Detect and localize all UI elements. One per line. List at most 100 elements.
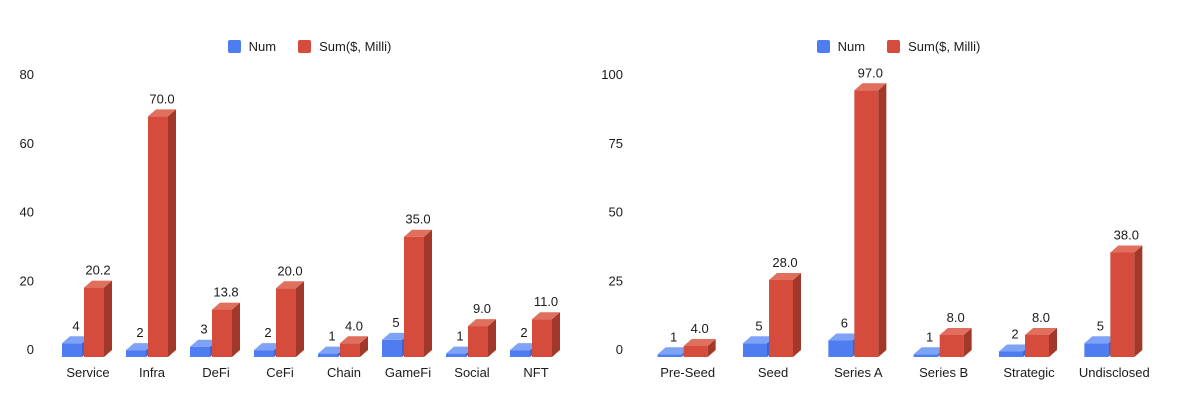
num-bar-seed-front-face [743, 343, 767, 357]
sum-bar-service-side-face [104, 280, 112, 357]
category-label-series-a: Series A [834, 365, 883, 380]
sum-bar-strategic-front-face [1025, 335, 1049, 357]
sum-value-label-gamefi: 35.0 [405, 212, 430, 227]
y-axis-tick-label-25: 25 [609, 273, 623, 288]
num-bar-service-top-face [62, 336, 90, 344]
bar-chart-by-sector: 0 20 40 60 80 4 20.2 Service 2 70.0 Infra 3 13.8 DeFi… [20, 67, 560, 380]
sum-bar-undisclosed-top-face [1110, 245, 1143, 253]
num-bar-cefi-front-face [254, 350, 274, 357]
num-value-label-pre-seed: 1 [670, 329, 677, 344]
num-bar-chain-front-face [318, 353, 338, 357]
sum-bar-pre-seed-top-face [683, 339, 716, 346]
category-label-defi: DeFi [202, 365, 230, 380]
num-bar-infra-front-face [126, 350, 146, 357]
category-label-seed: Seed [758, 365, 788, 380]
sum-value-label-seed: 28.0 [772, 255, 797, 270]
sum-bar-seed-side-face [793, 273, 801, 357]
category-label-service: Service [66, 365, 109, 380]
num-bar-pre-seed-front-face [657, 354, 682, 357]
num-bar-cefi-top-face [254, 343, 282, 351]
bar-chart-by-round: 025507510014.0Pre-Seed528.0Seed697.0Seri… [601, 65, 1150, 380]
num-bar-series-a-top-face [828, 333, 861, 341]
sum-bar-seed-front-face [769, 280, 793, 357]
num-value-label-series-a: 6 [841, 316, 848, 331]
sum-value-label-cefi: 20.0 [277, 263, 302, 278]
sum-bar-series-b-side-face [963, 328, 972, 357]
sum-bar-series-a-side-face [878, 83, 887, 357]
num-bar-defi-top-face [190, 339, 218, 347]
sum-value-label-social: 9.0 [473, 301, 491, 316]
num-bar-nft-top-face [510, 343, 538, 351]
num-bar-pre-seed-top-face [657, 347, 690, 355]
chart-panel-by-round: Num Sum($, Milli) 0 25 50 75 100 1 4.0 Pre-Seed… [589, 0, 1178, 414]
category-label-series-b: Series B [919, 365, 968, 380]
category-label-undisclosed: Undisclosed [1079, 365, 1150, 380]
sum-bar-undisclosed-front-face [1110, 252, 1135, 357]
num-bar-service-front-face [62, 343, 82, 357]
y-axis-tick-label-80: 80 [20, 67, 34, 82]
sum-bar-infra-side-face [168, 109, 176, 357]
num-value-label-seed: 5 [755, 318, 762, 333]
y-axis-tick-label-100: 100 [601, 67, 623, 82]
num-value-label-undisclosed: 5 [1097, 318, 1104, 333]
sum-bar-chain-top-face [340, 336, 368, 344]
sum-bar-social-top-face [468, 319, 496, 327]
num-bar-series-a-front-face [828, 340, 853, 357]
sum-bar-defi-top-face [212, 302, 240, 310]
num-bar-undisclosed-front-face [1084, 343, 1109, 357]
num-bar-seed-top-face [743, 336, 775, 344]
sum-value-label-undisclosed: 38.0 [1114, 228, 1139, 243]
sum-bar-gamefi-side-face [424, 229, 432, 357]
sum-bar-chain-side-face [360, 336, 368, 357]
sum-bar-pre-seed-side-face [707, 339, 716, 357]
num-bar-strategic-top-face [999, 344, 1031, 352]
sum-bar-infra-front-face [148, 116, 168, 357]
sum-bar-service-front-face [84, 287, 104, 357]
sum-bar-gamefi-front-face [404, 236, 424, 357]
sum-bar-nft-top-face [532, 312, 560, 320]
sum-value-label-chain: 4.0 [345, 318, 363, 333]
sum-value-label-defi: 13.8 [213, 285, 238, 300]
y-axis-tick-label-60: 60 [20, 136, 34, 151]
sum-bar-social-front-face [468, 326, 488, 357]
sum-bar-defi-front-face [212, 309, 232, 357]
sum-bar-strategic-top-face [1025, 328, 1057, 335]
num-value-label-gamefi: 5 [392, 315, 399, 330]
num-bar-series-b-top-face [913, 347, 946, 355]
num-value-label-strategic: 2 [1011, 327, 1018, 342]
sum-bar-nft-side-face [552, 312, 560, 357]
y-axis-tick-label-40: 40 [20, 205, 34, 220]
num-bar-series-b-front-face [913, 354, 938, 357]
y-axis-tick-label-50: 50 [609, 205, 623, 220]
y-axis-tick-label-0: 0 [27, 342, 34, 357]
category-label-nft: NFT [523, 365, 548, 380]
sum-bar-cefi-side-face [296, 281, 304, 357]
sum-bar-series-b-front-face [939, 335, 964, 357]
num-value-label-chain: 1 [328, 329, 335, 344]
sum-bar-chain-front-face [340, 343, 360, 357]
sum-bar-nft-front-face [532, 319, 552, 357]
chart-panel-by-sector: Num Sum($, Milli) 0 20 40 60 80 4 20.2 Service 2… [20, 40, 560, 380]
num-value-label-defi: 3 [200, 322, 207, 337]
sum-bar-series-a-front-face [854, 90, 879, 357]
sum-value-label-strategic: 8.0 [1032, 310, 1050, 325]
category-label-social: Social [454, 365, 490, 380]
sum-bar-seed-top-face [769, 273, 801, 280]
num-bar-gamefi-front-face [382, 339, 402, 357]
sum-bar-social-side-face [488, 319, 496, 357]
num-bar-defi-front-face [190, 346, 210, 357]
num-value-label-social: 1 [456, 329, 463, 344]
num-bar-social-top-face [446, 346, 474, 354]
sum-value-label-nft: 11.0 [534, 294, 558, 309]
num-value-label-infra: 2 [136, 325, 143, 340]
category-label-cefi: CeFi [266, 365, 294, 380]
category-label-pre-seed: Pre-Seed [660, 365, 715, 380]
sum-bar-series-a-top-face [854, 83, 887, 91]
sum-bar-series-b-top-face [939, 328, 972, 335]
category-label-gamefi: GameFi [385, 365, 431, 380]
y-axis-tick-label-75: 75 [609, 136, 623, 151]
num-bar-gamefi-top-face [382, 332, 410, 340]
sum-bar-defi-side-face [232, 302, 240, 357]
num-bar-strategic-front-face [999, 351, 1023, 357]
